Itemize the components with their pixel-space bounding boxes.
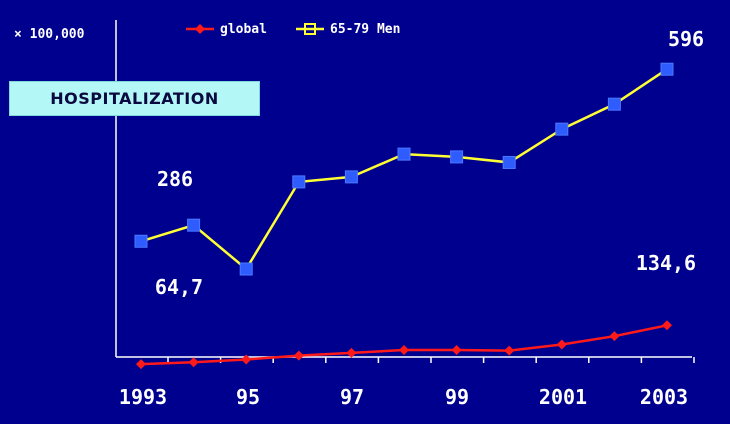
legend: global 65-79 Men <box>186 22 400 37</box>
data-point-global <box>293 350 304 361</box>
data-point-65-79-men <box>555 122 569 136</box>
data-point-global <box>556 339 567 350</box>
legend-item-global: global <box>186 22 267 37</box>
data-point-65-79-men <box>502 155 516 169</box>
x-tick-label: 1993 <box>119 385 167 409</box>
legend-item-65-79-men: 65-79 Men <box>296 22 400 37</box>
data-point-global <box>188 357 199 368</box>
data-point-65-79-men <box>239 262 253 276</box>
data-point-65-79-men <box>344 170 358 184</box>
chart-title: HOSPITALIZATION <box>9 81 260 116</box>
data-point-65-79-men <box>450 150 464 164</box>
legend-global-marker <box>195 24 205 34</box>
data-point-65-79-men <box>134 234 148 248</box>
data-point-global <box>451 345 462 356</box>
legend-global-label: global <box>220 22 267 37</box>
x-tick-labels: 1993 95 97 99 2001 2003 <box>119 385 688 409</box>
x-tick-label: 97 <box>340 385 364 409</box>
legend-65-79-men-marker <box>304 23 316 35</box>
x-tick-label: 2003 <box>640 385 688 409</box>
data-labels: 286 596 64,7 134,6 <box>155 27 704 299</box>
series-markers <box>134 62 674 370</box>
data-label: 286 <box>157 167 193 191</box>
data-point-65-79-men <box>607 97 621 111</box>
data-point-global <box>346 347 357 358</box>
legend-65-79-men-label: 65-79 Men <box>330 22 400 37</box>
data-point-65-79-men <box>187 218 201 232</box>
data-point-65-79-men <box>292 175 306 189</box>
data-point-65-79-men <box>660 62 674 76</box>
data-point-global <box>504 345 515 356</box>
data-point-global <box>399 345 409 356</box>
data-point-65-79-men <box>397 147 411 161</box>
data-label: 64,7 <box>155 275 203 299</box>
x-tick-label: 95 <box>236 385 260 409</box>
data-point-global <box>662 320 672 331</box>
data-point-global <box>136 359 146 370</box>
data-label: 596 <box>668 27 704 51</box>
x-tick-label: 99 <box>445 385 469 409</box>
data-point-global <box>241 354 252 365</box>
axes <box>115 20 695 363</box>
data-point-global <box>609 331 620 342</box>
x-tick-label: 2001 <box>539 385 587 409</box>
data-label: 134,6 <box>636 251 696 275</box>
y-axis-unit-label: × 100,000 <box>14 27 85 42</box>
